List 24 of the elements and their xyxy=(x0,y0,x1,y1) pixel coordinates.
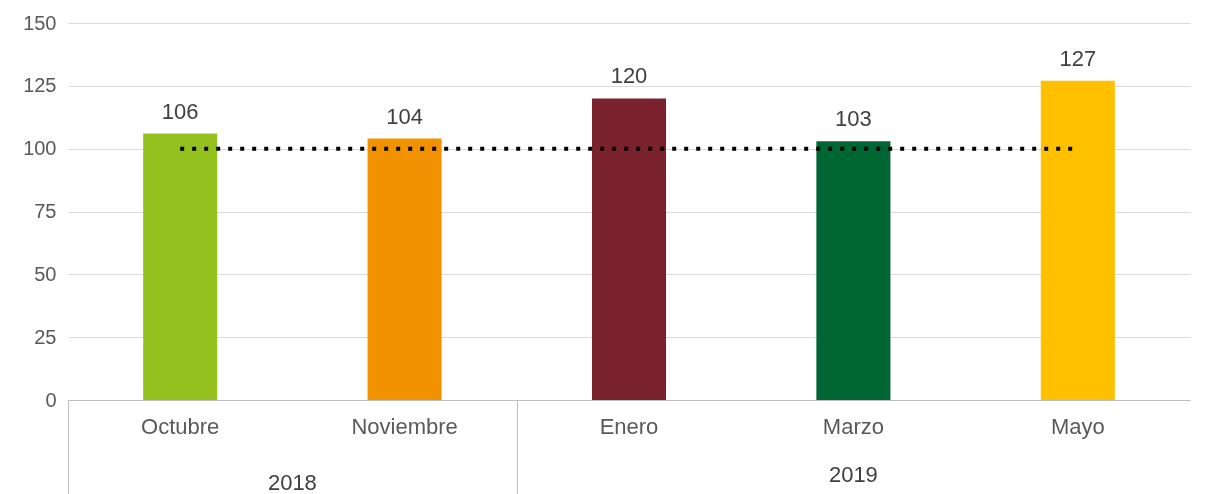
x-tick-label: Marzo xyxy=(822,413,884,439)
y-tick-label: 150 xyxy=(23,11,57,34)
y-tick-label: 25 xyxy=(34,325,57,348)
bar xyxy=(1040,80,1115,400)
data-label: 106 xyxy=(161,98,199,124)
bar xyxy=(143,133,218,400)
bar xyxy=(816,141,891,400)
text: 2018 xyxy=(267,470,317,494)
y-tick-label: 75 xyxy=(34,200,57,222)
data-label: 103 xyxy=(835,106,872,132)
data-label: 127 xyxy=(1059,45,1097,71)
bar xyxy=(367,138,442,400)
bar xyxy=(591,98,667,400)
y-tick-label: 100 xyxy=(23,137,57,160)
x-tick-label: Mayo xyxy=(1050,413,1105,439)
x-tick-label: Octubre xyxy=(141,413,220,439)
text: 2019 xyxy=(828,462,878,488)
x-tick-label: Noviembre xyxy=(351,413,458,439)
y-tick-label: 0 xyxy=(45,388,57,411)
y-tick-label: 125 xyxy=(23,74,57,97)
data-label: 120 xyxy=(610,63,648,89)
y-tick-label: 50 xyxy=(34,262,57,285)
x-tick-label: Enero xyxy=(599,413,659,439)
data-label: 104 xyxy=(386,103,423,129)
